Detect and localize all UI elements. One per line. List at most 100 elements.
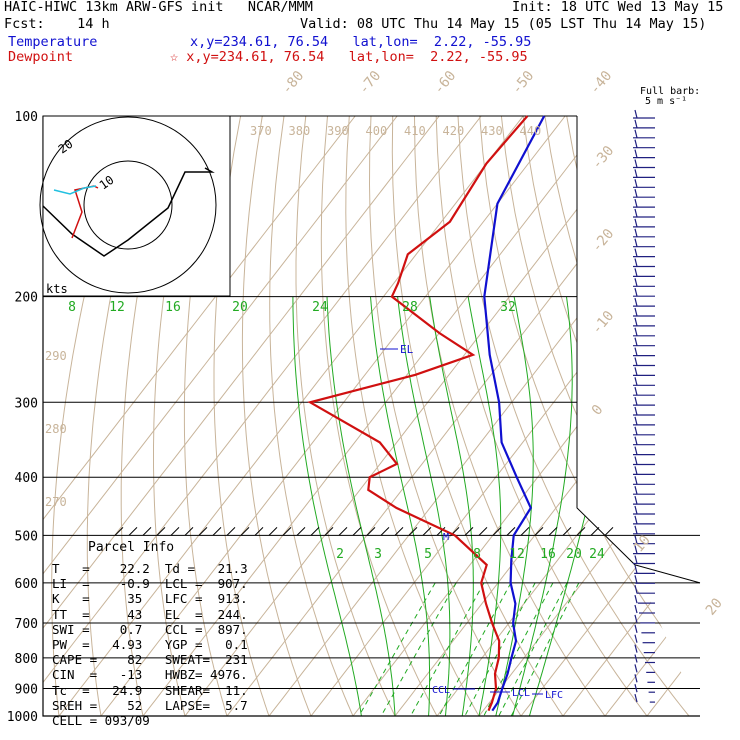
wind-barb-flag <box>634 525 638 534</box>
dry-adiabat-line <box>269 116 354 716</box>
wind-barb-flag <box>634 585 638 594</box>
m-marker: M <box>443 532 449 543</box>
hatch-mark <box>366 527 376 536</box>
wind-barb-flag <box>634 179 638 188</box>
mixing-ratio-label: 3 <box>374 547 382 562</box>
isotherm-line <box>100 116 566 716</box>
parcel-info-row: K = 35 LFC = 913. <box>52 591 248 607</box>
wind-barb-flag <box>634 159 638 168</box>
wind-barb-flag <box>634 674 638 683</box>
wind-barb-flag <box>634 476 638 485</box>
hodograph-trace-black <box>42 167 215 257</box>
dry-adiabat-label: -80 <box>279 68 308 98</box>
dry-adiabat-label: -10 <box>589 308 618 338</box>
dry-adiabat-label: -40 <box>587 68 616 98</box>
hatch-mark <box>394 527 404 536</box>
hatch-mark <box>254 527 264 536</box>
dry-adiabat-line <box>241 116 312 716</box>
theta-e-label: 390 <box>327 124 349 138</box>
pressure-label: 500 <box>15 529 38 544</box>
isotherm-line <box>43 116 356 716</box>
ccl-marker: CCL <box>432 685 450 696</box>
plot-frame-right <box>576 116 701 584</box>
isotherm-line <box>478 116 700 716</box>
dewpoint-location: ☆ x,y=234.61, 76.54 lat,lon= 2.22, -55.9… <box>170 49 528 65</box>
dry-adiabat-line <box>153 116 198 716</box>
hatch-mark <box>184 527 194 536</box>
moist-adiabat-line <box>429 296 474 716</box>
dry-adiabat-label: -50 <box>509 68 538 98</box>
dry-adiabat-line <box>120 116 176 716</box>
wind-barb-flag <box>634 387 638 396</box>
hatch-mark <box>198 527 208 536</box>
isotherm-line <box>268 116 700 716</box>
dry-adiabat-label: 20 <box>703 595 726 618</box>
hatch-mark <box>128 527 138 536</box>
wind-barb-flag <box>634 664 638 673</box>
hatch-mark <box>268 527 278 536</box>
theta-e-label: 440 <box>520 124 542 138</box>
parcel-info-row: T = 22.2 Td = 21.3 <box>52 561 248 576</box>
pressure-label: 300 <box>15 396 38 411</box>
wind-barb-flag <box>634 129 638 138</box>
mixing-ratio-label: 24 <box>312 300 328 315</box>
parcel-info-row: Tc = 24.9 SHEAR= 11. <box>52 682 248 698</box>
wind-barb-flag <box>634 377 638 386</box>
wind-barb-flag <box>634 367 638 376</box>
pressure-label: 800 <box>15 652 38 667</box>
wind-barb-flag <box>634 644 638 653</box>
wind-barb-flag <box>634 297 638 307</box>
hatch-mark <box>296 527 306 536</box>
isotherm-line <box>436 116 700 716</box>
dry-adiabat-line <box>295 116 396 716</box>
wind-barb-flag <box>634 436 638 445</box>
moist-adiabat-line <box>528 296 620 716</box>
wind-barb-flag <box>634 357 638 366</box>
theta-e-left-label: 290 <box>45 349 67 363</box>
hatch-mark <box>492 527 502 536</box>
hatch-mark <box>156 527 166 536</box>
theta-e-label: 370 <box>250 124 272 138</box>
wind-barb-flag <box>634 505 638 515</box>
hodograph-ring <box>83 160 173 250</box>
theta-e-label: 430 <box>481 124 503 138</box>
theta-e-label: 400 <box>366 124 388 138</box>
theta-e-label: 380 <box>289 124 311 138</box>
moist-adiabat-line <box>292 296 362 716</box>
wind-barb-flag <box>634 654 638 663</box>
wind-barb-flag <box>634 337 638 346</box>
dry-adiabat-line <box>653 116 700 716</box>
hatch-mark <box>282 527 292 536</box>
wind-barb-flag <box>634 208 638 218</box>
hatch-mark <box>478 527 488 536</box>
wind-barb-flag <box>634 248 638 257</box>
moist-adiabat-line <box>370 296 431 716</box>
theta-e-label: 420 <box>443 124 465 138</box>
hatch-mark <box>212 527 222 536</box>
mixing-ratio-label: 16 <box>540 547 556 562</box>
dry-adiabat-line <box>435 116 648 716</box>
mixing-ratio-label: 8 <box>68 300 76 315</box>
lcl-marker: LCL <box>512 688 530 699</box>
dry-adiabat-line <box>457 116 690 716</box>
dry-adiabat-label: -70 <box>356 68 385 98</box>
dry-adiabat-line <box>86 116 155 716</box>
dry-adiabat-line <box>51 116 133 716</box>
isotherm-line <box>562 116 700 716</box>
wind-barb-flag <box>634 565 638 574</box>
wind-barb-flag <box>634 515 638 525</box>
wind-barb-flag <box>634 456 638 465</box>
dry-adiabat-line <box>587 116 700 716</box>
header-line2-right: Valid: 08 UTC Thu 14 May 15 (05 LST Thu … <box>300 16 707 32</box>
hatch-mark <box>422 527 432 536</box>
isotherm-line <box>43 116 482 716</box>
wind-barb-flag <box>634 119 638 129</box>
mixing-ratio-label: 32 <box>500 300 516 315</box>
wind-barb-flag <box>634 288 638 297</box>
wind-barb-flag <box>634 684 638 693</box>
mixing-ratio-label: 12 <box>109 300 125 315</box>
wind-barb-flag <box>634 624 638 633</box>
wind-barb-flag <box>634 693 638 703</box>
dry-adiabat-label: -60 <box>431 68 460 98</box>
hatch-mark <box>590 527 600 536</box>
